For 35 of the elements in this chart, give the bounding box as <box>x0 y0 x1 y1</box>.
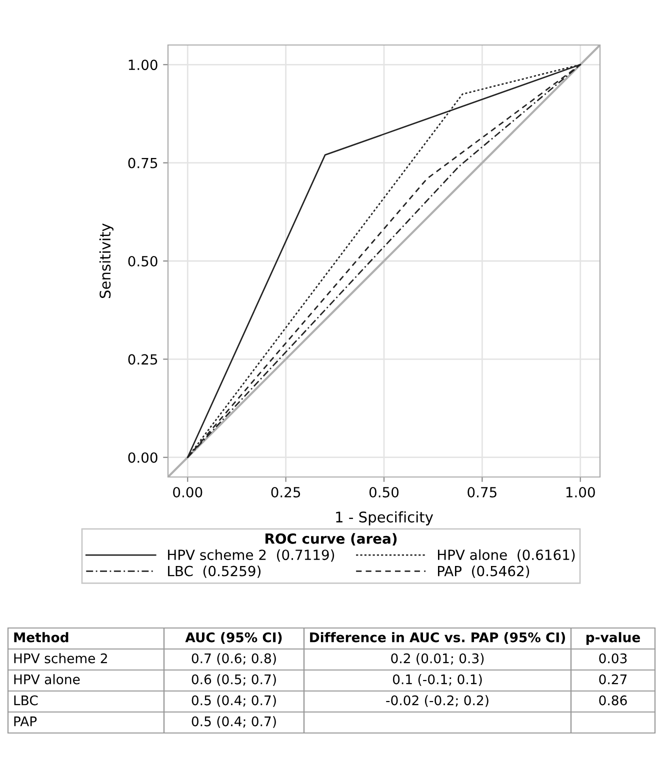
y-tick-label: 0.50 <box>128 256 158 266</box>
text: LBC <box>14 695 38 706</box>
legend-label: LBC (0.5259) <box>168 566 260 578</box>
text: p-value <box>586 632 640 645</box>
text: 0.86 <box>599 695 627 706</box>
x-tick-label: 0.00 <box>173 486 202 498</box>
x-tick-label: 0.25 <box>271 486 300 498</box>
text: -0.02 (-0.2; 0.2) <box>386 695 488 707</box>
y-axis-title: Sensitivity <box>99 223 114 298</box>
text: Method <box>14 632 68 642</box>
text: HPV alone <box>14 674 80 684</box>
text: HPV scheme 2 <box>14 653 107 664</box>
text: 0.1 (-0.1; 0.1) <box>392 674 482 686</box>
text: 0.2 (0.01; 0.3) <box>391 653 484 665</box>
y-tick-label: 0.75 <box>128 158 158 168</box>
text: 0.03 <box>599 653 627 664</box>
y-tick-label: 0.00 <box>128 452 158 463</box>
text: 0.5 (0.4; 0.7) <box>192 716 276 728</box>
text: 0.27 <box>599 674 627 684</box>
y-tick-label: 1.00 <box>128 60 158 70</box>
text: Difference in AUC vs. PAP (95% CI) <box>310 632 565 644</box>
text: 0.7 (0.6; 0.8) <box>192 653 276 665</box>
text: 0.6 (0.5; 0.7) <box>192 674 276 686</box>
y-tick-label: 0.25 <box>128 354 158 365</box>
legend-label: PAP (0.5462) <box>438 566 530 578</box>
text: PAP <box>14 716 37 726</box>
legend-title: ROC curve (area) <box>266 533 397 546</box>
legend-label: HPV scheme 2 (0.7119) <box>168 549 334 562</box>
legend-label: HPV alone (0.6161) <box>438 549 575 562</box>
text: AUC (95% CI) <box>185 632 282 644</box>
text: 0.5 (0.4; 0.7) <box>192 695 276 707</box>
x-tick-label: 1.00 <box>566 486 595 498</box>
x-tick-label: 0.50 <box>369 486 399 498</box>
x-axis-title: 1 - Specificity <box>336 511 434 526</box>
x-tick-label: 0.75 <box>468 486 496 498</box>
